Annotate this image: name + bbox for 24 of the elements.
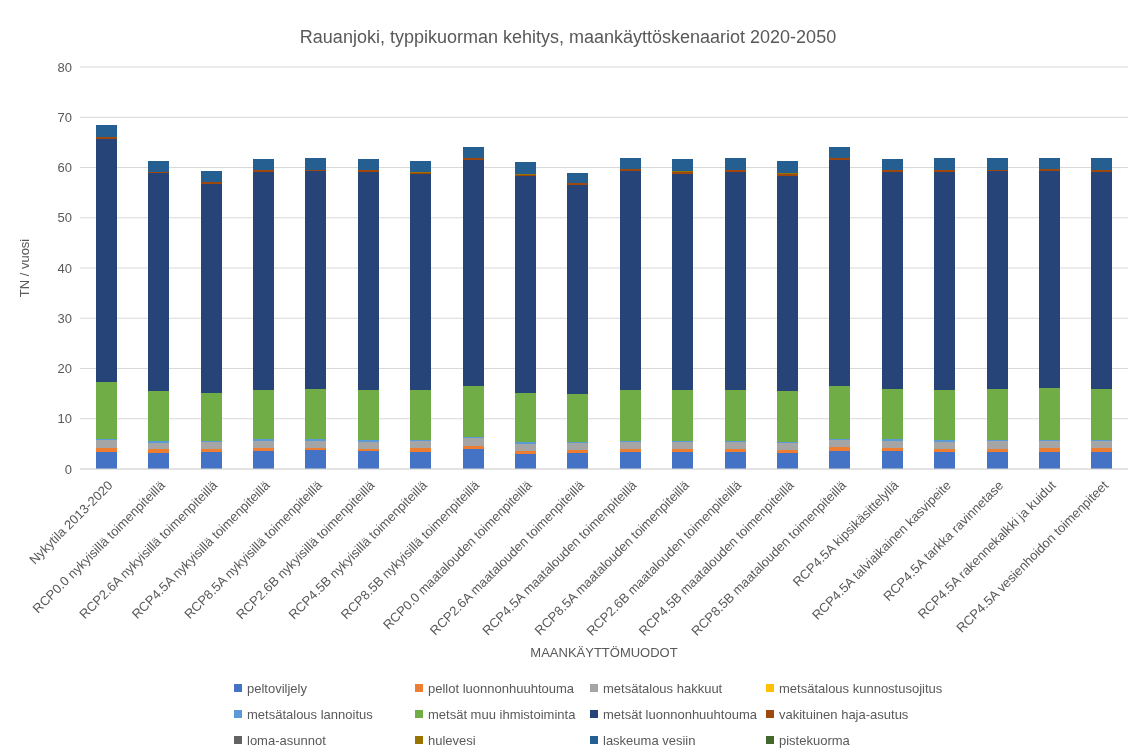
- y-tick-label: 10: [57, 411, 72, 427]
- y-tick-label: 70: [57, 109, 72, 125]
- y-tick-label: 30: [57, 310, 72, 326]
- y-tick-label: 40: [57, 260, 72, 276]
- legend-label: metsät muu ihmistoiminta: [428, 706, 576, 722]
- y-tick-label: 0: [64, 461, 72, 477]
- y-tick-label: 80: [57, 59, 72, 75]
- legend-label: laskeuma vesiin: [603, 732, 696, 748]
- legend-label: peltoviljely: [247, 680, 307, 696]
- legend-label: hulevesi: [428, 732, 476, 748]
- legend-label: metsät luonnonhuuhtouma: [603, 706, 757, 722]
- legend-label: metsätalous hakkuut: [603, 680, 723, 696]
- legend-label: pistekuorma: [779, 732, 850, 748]
- legend-label: pellot luonnonhuuhtouma: [428, 680, 575, 696]
- legend-label: metsätalous kunnostusojitus: [779, 680, 943, 696]
- legend-label: loma-asunnot: [247, 732, 326, 748]
- y-tick-label: 60: [57, 160, 72, 176]
- legend-label: vakituinen haja-asutus: [779, 706, 909, 722]
- chart-title: Rauanjoki, typpikuorman kehitys, maankäyttöskenaariot 2020-2050: [299, 27, 837, 47]
- legend-label: metsätalous lannoitus: [247, 706, 373, 722]
- y-tick-label: 20: [57, 361, 72, 377]
- x-axis-title: MAANKÄYTTÖMUODOT: [530, 645, 678, 660]
- y-axis-title: TN / vuosi: [16, 238, 32, 298]
- y-tick-label: 50: [57, 210, 72, 226]
